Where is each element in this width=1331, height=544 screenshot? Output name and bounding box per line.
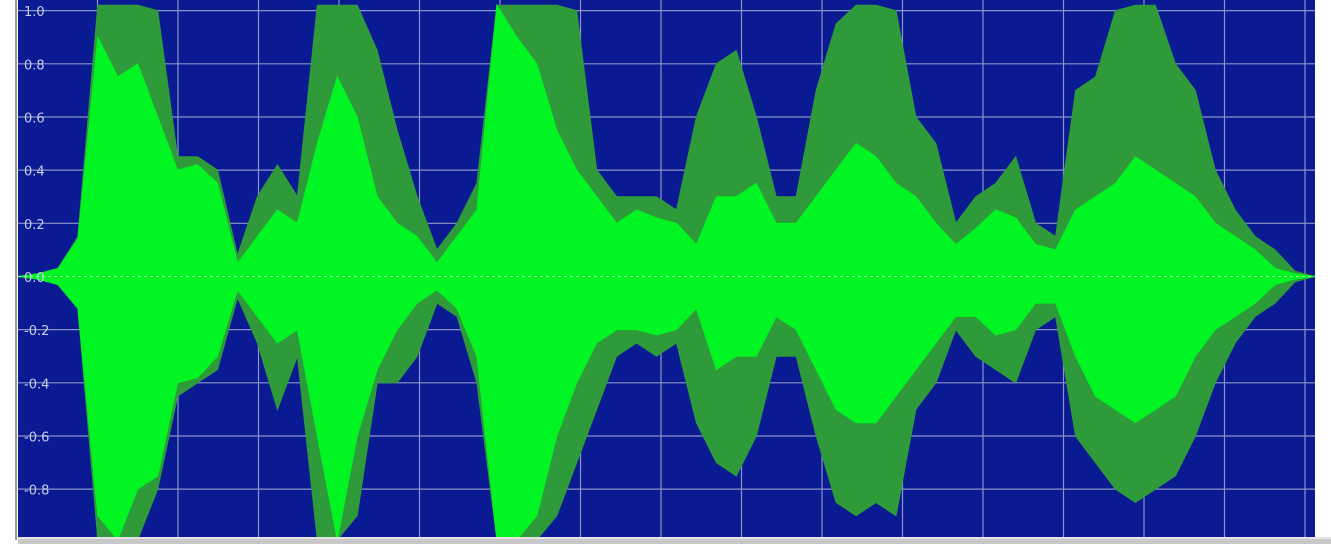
y-axis-labels: 1.0 0.8 0.6 0.4 0.2 0.0 -0.2 -0.4 -0.6 -0.8: [24, 5, 49, 499]
y-tick-label: 1.0: [24, 5, 45, 20]
y-tick-label: 0.4: [24, 165, 45, 180]
y-tick-label: 0.2: [24, 218, 45, 233]
waveform-envelope: [18, 275, 1315, 537]
waveform: [18, 3, 1315, 537]
y-tick-label: 0.0: [24, 271, 45, 286]
y-tick-label: -0.4: [24, 377, 49, 392]
y-tick-label: 0.6: [24, 111, 45, 126]
y-tick-label: -0.8: [24, 484, 49, 499]
y-tick-label: -0.6: [24, 430, 49, 445]
y-tick-label: -0.2: [24, 324, 49, 339]
waveform-envelope: [18, 3, 1315, 278]
scrollbar: [18, 537, 1331, 544]
y-tick-label: 0.8: [24, 58, 45, 73]
